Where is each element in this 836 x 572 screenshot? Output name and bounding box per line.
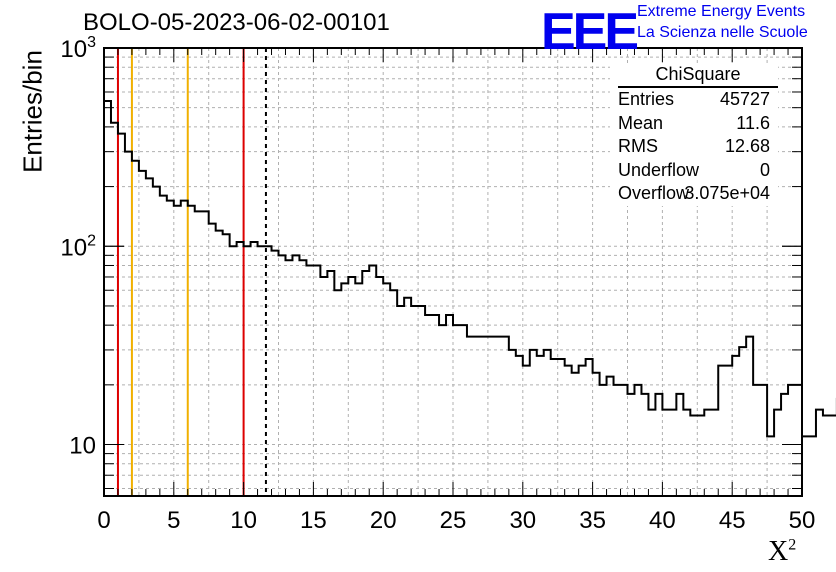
stats-row-rms: RMS 12.68 [618,135,778,159]
stats-row-entries: Entries 45727 [618,88,778,112]
stats-row-mean: Mean 11.6 [618,112,778,136]
y-tick-label: 103 [60,34,96,63]
tick-labels: 0 5 10 15 20 25 30 35 40 45 50 10 102 103 [60,34,815,534]
histogram-line [103,100,836,496]
x-tick-label: 30 [509,507,536,534]
x-tick-label: 50 [789,507,816,534]
x-tick-label: 45 [719,507,746,534]
x-axis-label-sup: 2 [788,536,797,554]
grid-lines [104,48,802,496]
stats-value: 0 [759,159,770,180]
x-tick-label: 35 [579,507,606,534]
logo-line-1: Extreme Energy Events [637,3,806,20]
x-tick-label: 20 [370,507,397,534]
y-tick-label: 102 [60,232,96,261]
stats-value: 3.075e+04 [684,183,770,203]
stats-value: 12.68 [724,136,770,156]
stats-box: ChiSquare Entries 45727 Mean 11.6 RMS 12… [610,64,778,206]
x-tick-label: 40 [649,507,676,534]
y-axis-label: Entries/bin [17,50,48,173]
x-tick-label: 15 [300,507,327,534]
stats-value: 45727 [719,89,770,109]
eee-logo: EEE [541,2,639,62]
stats-key: Entries [618,89,675,109]
stats-row-overflow: Overflow 3.075e+04 [618,182,778,206]
stats-key: Underflow [618,159,700,180]
x-tick-label: 25 [440,507,467,534]
axes [103,47,803,497]
x-tick-label: 5 [167,507,180,534]
x-axis-label: X2 [768,536,796,568]
stats-key: Mean [618,112,664,133]
x-tick-label: 10 [230,507,257,534]
chart-title: BOLO-05-2023-06-02-00101 [83,9,390,36]
stats-key: RMS [618,136,658,156]
histogram-series [103,100,836,496]
y-tick-label: 10 [69,433,96,460]
marker-lines [116,48,267,496]
x-tick-label: 0 [97,507,110,534]
stats-value: 11.6 [736,112,770,133]
eee-logo-letters: EEE [541,3,639,61]
stats-row-underflow: Underflow 0 [618,159,778,183]
stats-key: Overflow [618,183,690,203]
stats-box-title: ChiSquare [618,64,778,88]
x-axis-label-base: X [768,536,789,567]
logo-line-2: La Scienza nelle Scuole [637,24,808,41]
